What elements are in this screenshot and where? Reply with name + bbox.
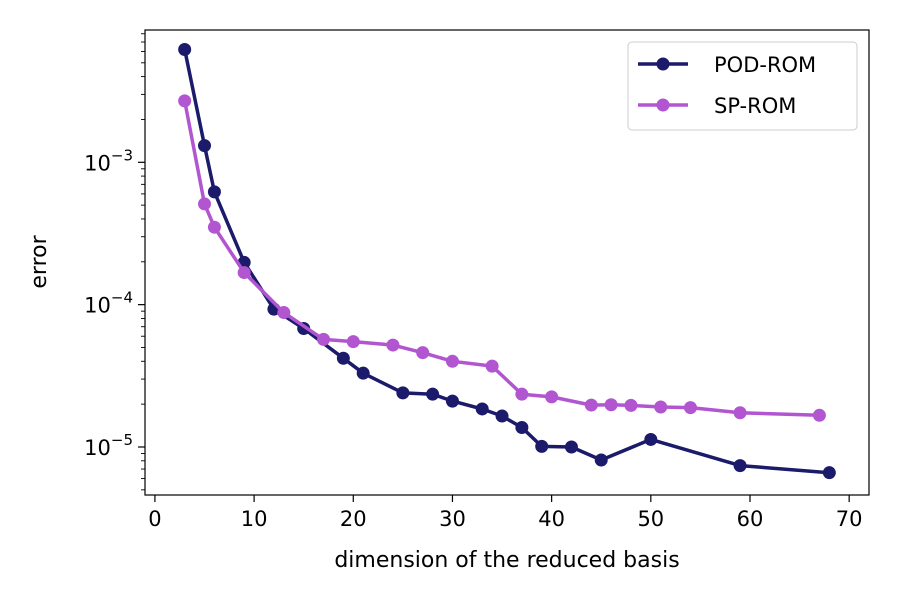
legend-pod-rom-marker (656, 57, 670, 71)
data-point-pod-rom (644, 432, 658, 446)
y-axis: 10−510−410−3 (84, 33, 145, 491)
data-point-pod-rom (396, 386, 410, 400)
plot-frame (144, 29, 870, 496)
y-tick-label-base: 10 (84, 436, 111, 460)
data-point-sp-rom (178, 94, 192, 108)
y-tick-label-exponent: −5 (111, 431, 133, 449)
data-point-pod-rom (564, 440, 578, 454)
data-point-sp-rom (812, 408, 826, 422)
x-tick-label: 20 (340, 507, 367, 531)
data-point-sp-rom (416, 346, 430, 360)
data-point-pod-rom (535, 439, 549, 453)
data-point-pod-rom (515, 421, 529, 435)
data-point-sp-rom (207, 220, 221, 234)
x-tick-label: 30 (439, 507, 466, 531)
y-tick-label-exponent: −3 (111, 146, 133, 164)
y-tick-label: 10−4 (84, 289, 133, 318)
data-point-pod-rom (594, 453, 608, 467)
data-point-pod-rom (475, 402, 489, 416)
data-point-sp-rom (237, 266, 251, 280)
legend-sp-rom-marker (656, 98, 670, 112)
data-point-sp-rom (317, 332, 331, 346)
y-tick-label: 10−3 (84, 146, 133, 175)
x-tick-label: 50 (637, 507, 664, 531)
x-tick-label: 60 (737, 507, 764, 531)
data-point-sp-rom (346, 335, 360, 349)
y-tick-label: 10−5 (84, 431, 133, 460)
plot-area: 0 10 20 30 40 50 60 70 10−510−410−3 (84, 29, 870, 531)
data-point-sp-rom (386, 338, 400, 352)
y-axis-label: error (27, 234, 52, 288)
data-point-sp-rom (584, 398, 598, 412)
y-tick-label-exponent: −4 (111, 289, 133, 307)
legend: POD-ROM SP-ROM (627, 41, 858, 131)
data-point-pod-rom (445, 394, 459, 408)
data-point-pod-rom (356, 366, 370, 380)
data-point-pod-rom (426, 387, 440, 401)
data-point-sp-rom (604, 398, 618, 412)
data-point-sp-rom (545, 390, 559, 404)
data-point-sp-rom (683, 401, 697, 415)
series-layer (178, 43, 836, 480)
data-point-sp-rom (624, 398, 638, 412)
x-axis: 0 10 20 30 40 50 60 70 (148, 495, 863, 531)
data-point-pod-rom (178, 43, 192, 57)
x-tick-label: 40 (538, 507, 565, 531)
x-axis-label: dimension of the reduced basis (334, 548, 679, 573)
series-line-sp-rom (182, 100, 820, 418)
data-point-pod-rom (822, 466, 836, 480)
legend-sp-rom-label: SP-ROM (714, 94, 796, 118)
data-point-sp-rom (485, 359, 499, 373)
data-point-sp-rom (654, 400, 668, 414)
data-point-sp-rom (445, 354, 459, 368)
data-point-sp-rom (515, 387, 529, 401)
y-tick-label-base: 10 (84, 151, 111, 175)
data-point-pod-rom (733, 459, 747, 473)
data-point-sp-rom (198, 197, 212, 211)
data-point-sp-rom (277, 306, 291, 320)
x-tick-label: 0 (148, 507, 161, 531)
x-tick-label: 10 (241, 507, 268, 531)
y-tick-label-base: 10 (84, 294, 111, 318)
x-tick-label: 70 (836, 507, 863, 531)
data-point-pod-rom (495, 409, 509, 423)
legend-pod-rom-label: POD-ROM (714, 53, 816, 77)
data-point-sp-rom (733, 406, 747, 420)
data-point-pod-rom (198, 139, 212, 153)
data-point-pod-rom (207, 185, 221, 199)
data-point-pod-rom (336, 351, 350, 365)
